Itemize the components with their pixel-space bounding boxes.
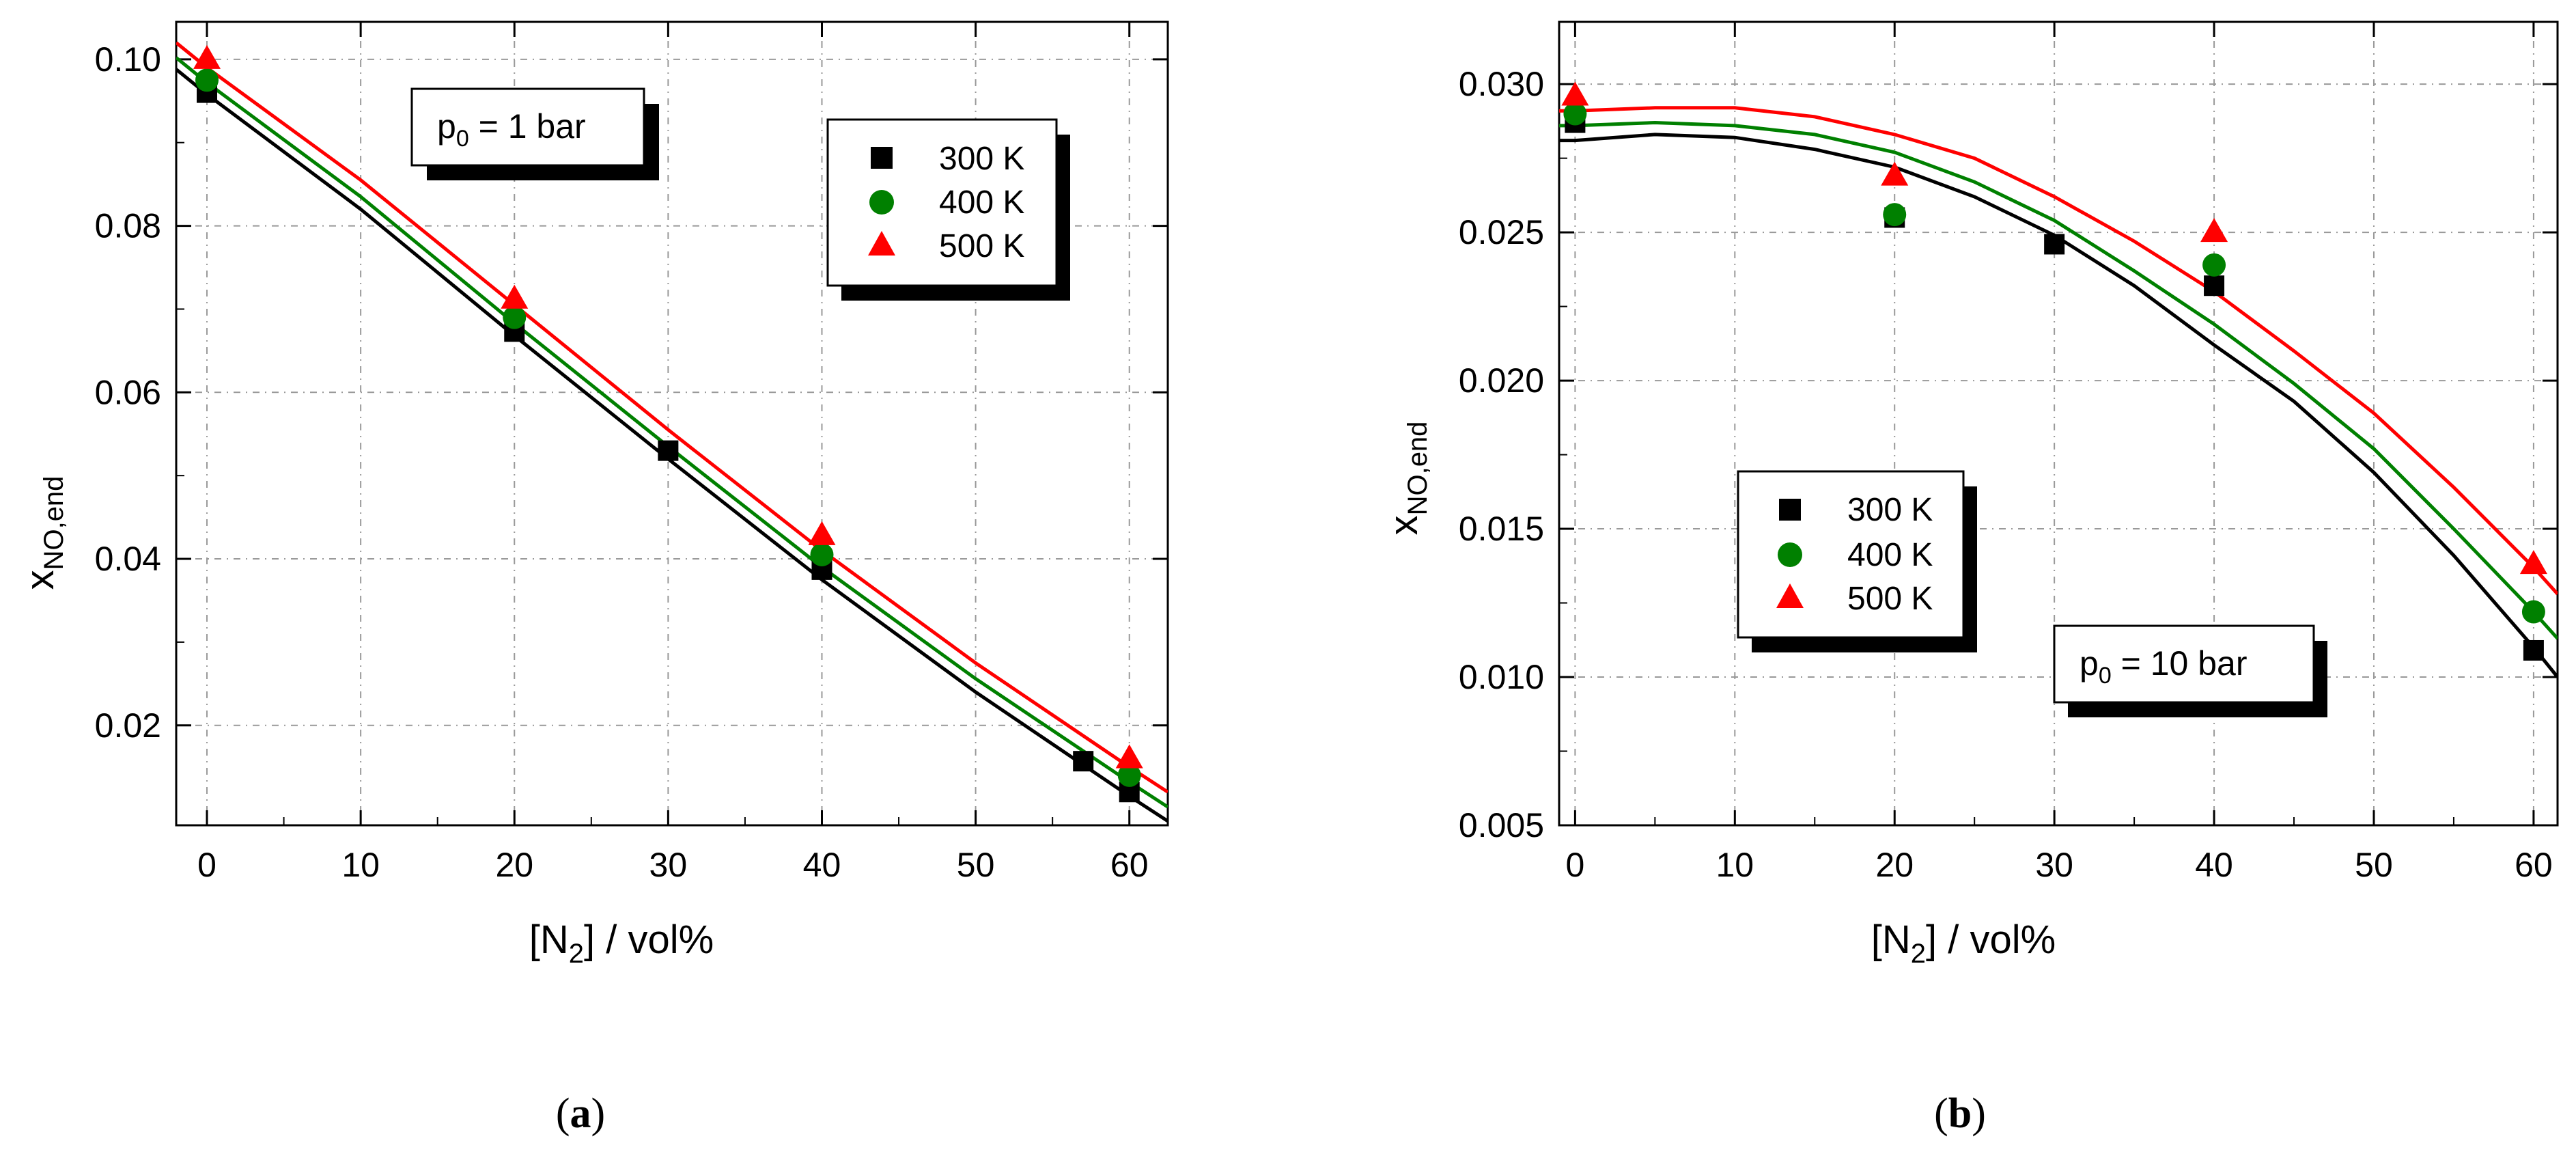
plot-frame-b	[1558, 20, 2559, 827]
data-point-a-2-1	[501, 284, 529, 309]
fit-curve-b-2	[1559, 106, 2558, 596]
y-tick-label-b-5: 0.030	[1459, 65, 1544, 103]
legend-marker-300k-a	[871, 147, 893, 169]
legend-marker-300k-b	[1779, 499, 1801, 521]
y-tick-labels-a: 0.02 0.04 0.06 0.08 0.10	[95, 40, 161, 745]
legend-label-300k-a: 300 K	[939, 141, 1024, 177]
panel-b: 0 10 20 30 40 50 60 0.0050.0100.0150.0200.0250…	[1382, 20, 2559, 1137]
data-point-a-0-4	[1073, 751, 1094, 772]
fit-curve-b-0	[1559, 133, 2558, 678]
x-tick-label-b-6: 60	[2515, 846, 2553, 884]
x-tick-label-a-6: 60	[1110, 846, 1149, 884]
ticks-a	[176, 22, 1168, 825]
data-point-b-1-1	[1883, 203, 1907, 227]
legend-b: 300 K 400 K 500 K	[1737, 470, 1977, 652]
legend-marker-400k-a	[869, 190, 894, 215]
grid-b	[1559, 22, 2558, 826]
x-tick-label-b-4: 40	[2195, 846, 2233, 884]
data-point-b-0-2	[2044, 234, 2065, 255]
y-tick-label-a-3: 0.08	[95, 207, 161, 245]
y-tick-label-a-1: 0.04	[95, 540, 161, 578]
y-tick-labels-b: 0.005 0.010 0.015 0.020 0.025 0.030	[1459, 65, 1544, 844]
data-point-b-0-3	[2204, 275, 2225, 297]
plot-frame-a	[175, 20, 1169, 827]
data-point-a-1-1	[503, 305, 527, 329]
data-points-a	[193, 44, 1143, 803]
data-point-b-2-3	[2519, 550, 2547, 575]
data-point-b-1-2	[2202, 253, 2226, 277]
data-point-a-2-0	[193, 44, 221, 69]
x-tick-label-a-2: 20	[495, 846, 533, 884]
legend-marker-500k-a	[868, 231, 895, 256]
legend-a: 300 K 400 K 500 K	[826, 118, 1070, 301]
x-tick-label-b-3: 30	[2035, 846, 2073, 884]
y-tick-label-b-4: 0.025	[1459, 213, 1544, 251]
x-tick-label-a-5: 50	[957, 846, 995, 884]
x-tick-label-b-0: 0	[1565, 846, 1584, 884]
y-tick-label-b-0: 0.005	[1459, 806, 1544, 844]
y-tick-label-a-4: 0.10	[95, 40, 161, 79]
data-point-b-2-0	[1561, 81, 1589, 106]
legend-label-400k-a: 400 K	[939, 184, 1024, 221]
x-tick-label-a-3: 30	[649, 846, 688, 884]
legend-label-300k-b: 300 K	[1847, 492, 1933, 528]
data-point-b-1-3	[2521, 600, 2545, 624]
data-point-a-1-0	[195, 68, 219, 92]
annotation-a: p0 = 1 bar	[437, 107, 586, 152]
y-tick-label-b-2: 0.015	[1459, 510, 1544, 548]
data-point-a-2-3	[1115, 744, 1143, 769]
annotation-b: p0 = 10 bar	[2080, 644, 2248, 689]
data-point-b-2-1	[1881, 161, 1909, 186]
ticks-b	[1559, 22, 2558, 827]
x-tick-label-b-1: 10	[1716, 846, 1754, 884]
data-point-a-2-2	[808, 521, 836, 545]
legend-label-400k-b: 400 K	[1847, 537, 1933, 573]
x-tick-label-a-0: 0	[197, 846, 216, 884]
legend-label-500k-b: 500 K	[1847, 581, 1933, 617]
y-tick-label-a-2: 0.06	[95, 373, 161, 411]
x-axis-label-b: [N2] / vol%	[1871, 918, 2056, 969]
data-points-b	[1561, 81, 2547, 661]
axes-frame-a	[175, 20, 1169, 827]
y-tick-label-b-3: 0.020	[1459, 361, 1544, 400]
x-tick-label-a-1: 10	[341, 846, 380, 884]
annotation-box-a: p0 = 1 bar	[410, 87, 659, 180]
axes-frame-b	[1558, 20, 2559, 827]
x-tick-label-b-2: 20	[1875, 846, 1914, 884]
fit-curve-a-2	[176, 41, 1168, 794]
data-point-b-1-0	[1563, 102, 1587, 126]
caption-b: (b)	[1934, 1090, 1986, 1137]
data-point-b-0-4	[2523, 639, 2544, 661]
y-tick-label-a-0: 0.02	[95, 706, 161, 745]
legend-marker-500k-b	[1776, 583, 1804, 608]
x-tick-labels-b: 0 10 20 30 40 50 60	[1565, 846, 2552, 884]
caption-a: (a)	[556, 1090, 605, 1137]
y-axis-label-a: xNO,end	[18, 476, 69, 590]
legend-label-500k-a: 500 K	[939, 228, 1024, 264]
data-point-a-1-3	[1117, 763, 1141, 787]
data-point-a-1-2	[810, 542, 834, 566]
x-axis-label-a: [N2] / vol%	[529, 918, 714, 969]
y-tick-label-b-1: 0.010	[1459, 658, 1544, 696]
data-point-a-0-2	[658, 440, 679, 461]
annotation-box-b: p0 = 10 bar	[2053, 624, 2327, 717]
x-tick-label-a-4: 40	[803, 846, 841, 884]
fit-curve-b-1	[1559, 120, 2558, 640]
legend-marker-400k-b	[1778, 542, 1802, 567]
x-tick-label-b-5: 50	[2355, 846, 2393, 884]
data-point-b-2-2	[2200, 218, 2228, 243]
y-axis-label-b: xNO,end	[1382, 422, 1433, 536]
fit-curves-b	[1559, 106, 2558, 678]
x-tick-labels-a: 0 10 20 30 40 50 60	[197, 846, 1148, 884]
panel-a: 0 10 20 30 40 50 60 0.02 0.04 0.06 0.08 0.10 p0 = …	[18, 20, 1169, 1137]
